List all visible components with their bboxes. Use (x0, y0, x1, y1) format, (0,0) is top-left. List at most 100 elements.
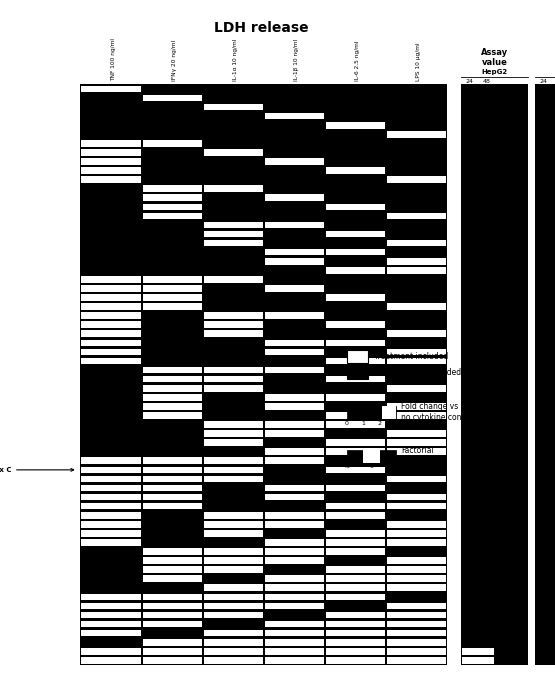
Bar (80, 593, 447, 601)
Bar (265, 558, 324, 564)
Bar (265, 448, 324, 455)
Bar (387, 448, 446, 455)
Bar (82, 621, 140, 627)
Bar (82, 86, 140, 92)
Bar (80, 157, 447, 166)
Bar (265, 548, 324, 555)
Bar (80, 447, 447, 456)
Bar (265, 421, 324, 428)
Bar (204, 240, 263, 246)
Bar (265, 403, 324, 410)
Bar (82, 512, 140, 518)
Bar (204, 657, 263, 664)
Bar (347, 350, 368, 363)
Bar (80, 565, 447, 574)
Bar (82, 593, 140, 600)
Bar (80, 556, 447, 565)
Bar (143, 285, 201, 292)
Bar (82, 294, 140, 301)
Bar (326, 530, 385, 537)
Bar (326, 539, 385, 546)
Bar (204, 231, 263, 238)
Bar (80, 366, 447, 375)
Text: LDH release: LDH release (214, 22, 308, 35)
Bar (80, 420, 447, 429)
Bar (82, 630, 140, 637)
Bar (387, 403, 446, 410)
Text: 48: 48 (482, 79, 490, 84)
Text: 24: 24 (539, 79, 547, 84)
Bar (204, 458, 263, 464)
Bar (80, 302, 447, 311)
Bar (82, 476, 140, 482)
Bar (265, 493, 324, 500)
Bar (80, 130, 447, 139)
Bar (82, 158, 140, 165)
Bar (204, 321, 263, 328)
Bar (326, 612, 385, 618)
Bar (80, 502, 447, 511)
Bar (535, 84, 555, 665)
Text: included: included (426, 368, 461, 377)
Bar (80, 574, 447, 583)
Bar (326, 593, 385, 600)
Bar (204, 648, 263, 655)
Bar (387, 612, 446, 618)
Bar (204, 566, 263, 573)
Bar (204, 548, 263, 555)
Bar (265, 258, 324, 265)
Bar (82, 503, 140, 510)
Bar (143, 385, 201, 391)
Bar (82, 321, 140, 328)
Text: Treatment included: Treatment included (374, 352, 448, 361)
Bar (204, 439, 263, 446)
Bar (204, 585, 263, 591)
Text: 0: 0 (370, 464, 373, 469)
Bar (265, 348, 324, 355)
Bar (326, 231, 385, 238)
Bar (143, 566, 201, 573)
Bar (143, 558, 201, 564)
Bar (143, 485, 201, 491)
Bar (204, 521, 263, 528)
Bar (265, 585, 324, 591)
Text: Fold change vs
no cytokine control: Fold change vs no cytokine control (401, 402, 475, 423)
Bar (387, 476, 446, 482)
Bar (80, 511, 447, 520)
Bar (80, 211, 447, 221)
Bar (326, 512, 385, 518)
Bar (80, 320, 447, 329)
Text: not: not (411, 368, 426, 377)
Bar (387, 530, 446, 537)
Bar (143, 276, 201, 283)
Bar (80, 103, 447, 111)
Bar (387, 630, 446, 637)
Bar (326, 648, 385, 655)
Bar (265, 458, 324, 464)
Text: Factorial
effect: Factorial effect (401, 446, 434, 466)
Bar (82, 176, 140, 183)
Bar (387, 439, 446, 446)
Bar (82, 285, 140, 292)
Bar (80, 166, 447, 175)
Bar (326, 267, 385, 273)
Bar (80, 456, 447, 465)
Bar (80, 93, 447, 103)
Bar (326, 122, 385, 128)
Text: LPS 10 μg/ml: LPS 10 μg/ml (416, 43, 421, 81)
Bar (326, 621, 385, 627)
Bar (326, 421, 385, 428)
Bar (80, 429, 447, 438)
Bar (265, 512, 324, 518)
Bar (82, 313, 140, 319)
Bar (387, 412, 446, 418)
Bar (80, 266, 447, 275)
Bar (82, 539, 140, 546)
Text: IL-1α 10 ng/ml: IL-1α 10 ng/ml (233, 38, 238, 81)
Bar (80, 520, 447, 529)
Bar (82, 612, 140, 618)
Bar (265, 313, 324, 319)
Bar (326, 466, 385, 473)
Bar (82, 648, 140, 655)
Bar (326, 321, 385, 328)
